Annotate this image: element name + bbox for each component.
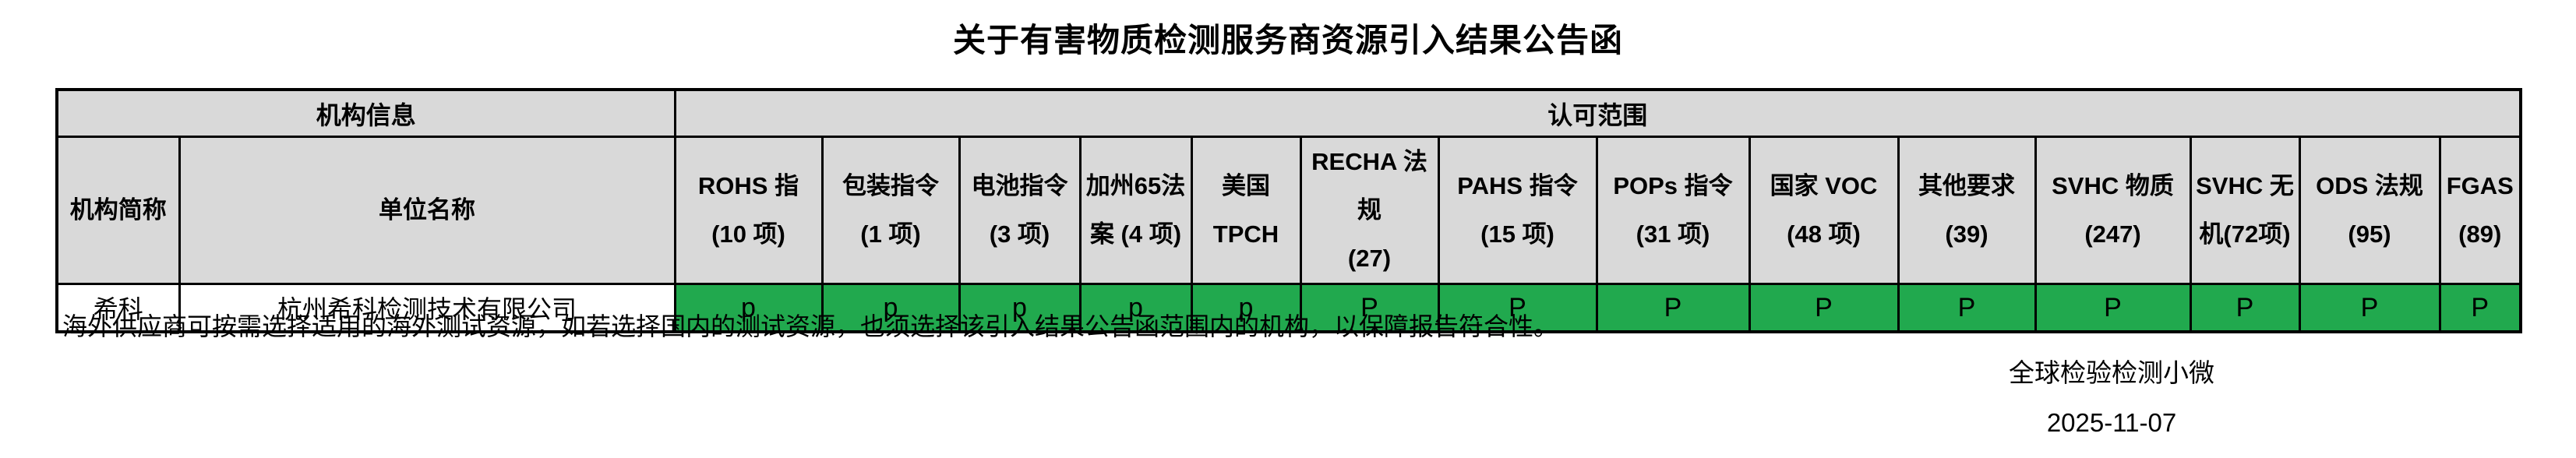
result-cell-fgas: P [2438,283,2522,333]
col-header-ods: ODS 法规 (95) [2298,136,2441,285]
col-header-org-abbr: 机构简称 [55,136,181,285]
col-header-pahs: PAHS 指令 (15 项) [1437,136,1598,285]
col-header-pops: POPs 指令 (31 项) [1595,136,1751,285]
result-cell-battery: p [958,283,1082,333]
result-cell-national-voc: P [1748,283,1900,333]
page-title: 关于有害物质检测服务商资源引入结果公告函 [952,22,1623,58]
col-header-fgas: FGAS (89) [2438,136,2522,285]
footnote-text: 海外供应商可按需选择适用的海外测试资源，如若选择国内的测试资源，也须选择该引入结… [62,312,1559,340]
group-header-scope: 认可范围 [673,88,2522,138]
result-cell-packaging: p [820,283,961,333]
provider-result-table: 机构信息 认可范围 机构简称 单位名称 ROHS 指 (10 项) 包装指令 (… [55,88,2522,333]
result-cell-svhc-inorganic: P [2189,283,2301,333]
result-cell-ods: P [2298,283,2441,333]
col-header-ca65: 加州65法 案 (4 项) [1078,136,1193,285]
org-name-cell: 杭州希科检测技术有限公司 [178,283,676,333]
result-cell-svhc: P [2034,283,2192,333]
col-header-recha: RECHA 法规 (27) [1299,136,1440,285]
result-cell-pops: P [1595,283,1751,333]
result-cell-pahs: P [1437,283,1598,333]
signature-text: 全球检验检测小微 [2009,358,2214,387]
document-date: 2025-11-07 [2046,408,2177,437]
col-header-svhc: SVHC 物质 (247) [2034,136,2192,285]
result-cell-rohs: p [673,283,824,333]
result-cell-us-tpch: p [1190,283,1302,333]
col-header-svhc-inorganic: SVHC 无 机(72项) [2189,136,2301,285]
result-cell-other: P [1897,283,2037,333]
col-header-rohs: ROHS 指 (10 项) [673,136,824,285]
col-header-org-name: 单位名称 [178,136,676,285]
col-header-national-voc: 国家 VOC (48 项) [1748,136,1900,285]
col-header-us-tpch: 美国 TPCH [1190,136,1302,285]
col-header-battery: 电池指令 (3 项) [958,136,1082,285]
group-header-org-info: 机构信息 [55,88,676,138]
result-cell-recha: P [1299,283,1440,333]
col-header-other: 其他要求 (39) [1897,136,2037,285]
result-cell-ca65: p [1078,283,1193,333]
table-row: 希科 杭州希科检测技术有限公司 p p p p p P P P P P P P … [55,283,2522,333]
group-header-row: 机构信息 认可范围 [55,88,2522,138]
column-header-row: 机构简称 单位名称 ROHS 指 (10 项) 包装指令 (1 项) 电池指令 … [55,136,2522,285]
org-abbr-cell: 希科 [55,283,181,333]
col-header-packaging: 包装指令 (1 项) [820,136,961,285]
